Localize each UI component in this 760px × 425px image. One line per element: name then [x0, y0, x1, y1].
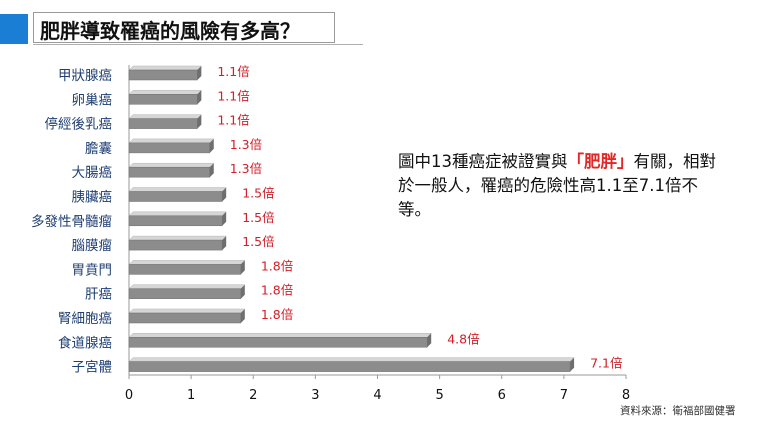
x-tick-label: 2	[249, 388, 257, 403]
bar-top-face	[128, 211, 227, 217]
data-label: 1.1倍	[217, 113, 249, 128]
data-label: 1.8倍	[261, 258, 293, 273]
bar	[128, 239, 223, 251]
data-label: 1.5倍	[242, 186, 274, 201]
category-label: 肝癌	[85, 287, 112, 303]
title-accent-bar	[0, 14, 28, 44]
bar-end-face	[209, 138, 214, 153]
data-label: 1.3倍	[230, 161, 262, 176]
bar-top-face	[128, 357, 575, 362]
data-label: 1.5倍	[242, 234, 274, 249]
bar	[128, 191, 223, 202]
category-label: 膽囊	[85, 140, 112, 157]
bar-top-face	[128, 114, 202, 119]
bar	[128, 264, 242, 275]
category-label: 甲狀腺癌	[58, 68, 112, 84]
bar-end-face	[222, 236, 227, 251]
note-text-before: 圖中13種癌症被證實與	[398, 152, 568, 171]
bar-top-face	[128, 260, 246, 265]
bar-top-face	[128, 235, 227, 241]
bar-top-face	[128, 138, 215, 144]
bar-top-face	[128, 308, 246, 314]
category-label: 多發性骨髓瘤	[31, 213, 112, 230]
bar	[128, 69, 198, 81]
data-label: 1.3倍	[230, 137, 262, 152]
category-label: 腎細胞癌	[58, 311, 112, 327]
category-label: 大腸癌	[72, 165, 113, 181]
bar	[128, 215, 223, 227]
data-label: 1.1倍	[217, 88, 249, 103]
title-underline	[33, 44, 363, 45]
data-label: 1.5倍	[242, 210, 274, 225]
x-tick-label: 3	[311, 388, 319, 403]
title-box: 肥胖導致罹癌的風險有多高？	[33, 12, 335, 43]
source-label: 資料來源：衛福部國健署	[620, 405, 736, 417]
note-text-after: 有關，相對於一般人，罹癌的危險性高1.1至7.1倍不等。	[398, 152, 716, 219]
bar	[128, 337, 428, 348]
x-tick-label: 6	[498, 388, 506, 403]
bar-end-face	[570, 357, 575, 372]
data-label: 1.8倍	[261, 283, 293, 298]
category-label: 停經後乳癌	[45, 116, 113, 133]
bar-end-face	[240, 309, 245, 323]
bar-top-face	[128, 90, 202, 95]
x-tick-label: 4	[373, 388, 381, 403]
bar-top-face	[128, 187, 227, 192]
bar	[128, 118, 198, 129]
bar-top-face	[128, 162, 215, 168]
bar-end-face	[240, 284, 245, 299]
data-label: 1.1倍	[217, 64, 249, 79]
bar	[128, 288, 242, 299]
bar-top-face	[128, 333, 432, 338]
bar	[128, 361, 571, 372]
bar-top-face	[128, 65, 202, 71]
bar-end-face	[197, 114, 202, 129]
data-label: 1.8倍	[261, 307, 293, 322]
bar	[128, 166, 211, 178]
bar-top-face	[128, 284, 246, 289]
bar-end-face	[209, 163, 214, 178]
page-title: 肥胖導致罹癌的風險有多高？	[40, 19, 300, 43]
bar-end-face	[240, 260, 245, 275]
category-label: 胰臟癌	[72, 190, 113, 206]
category-label: 胃賁門	[72, 262, 113, 278]
x-tick-label: 1	[187, 388, 195, 403]
data-label: 4.8倍	[447, 331, 479, 346]
x-tick-label: 7	[560, 388, 568, 403]
category-label: 卵巢癌	[72, 92, 113, 108]
bar	[128, 94, 198, 105]
category-label: 食道腺癌	[58, 334, 112, 351]
x-tick-label: 0	[125, 388, 133, 403]
data-label: 7.1倍	[590, 356, 622, 371]
bar-end-face	[197, 90, 202, 105]
bar-end-face	[222, 211, 227, 226]
bar	[128, 312, 242, 324]
note-highlight: 「肥胖」	[567, 152, 634, 171]
chart-note: 圖中13種癌症被證實與「肥胖」有關，相對於一般人，罹癌的危險性高1.1至7.1倍…	[398, 150, 728, 222]
bar-end-face	[197, 66, 202, 80]
bar-end-face	[427, 333, 432, 348]
bar-end-face	[222, 187, 227, 202]
x-tick-label: 8	[622, 388, 630, 403]
x-tick-label: 5	[435, 388, 443, 403]
bar	[128, 142, 211, 154]
category-label: 子宮體	[72, 360, 113, 376]
category-label: 腦膜瘤	[72, 237, 113, 254]
